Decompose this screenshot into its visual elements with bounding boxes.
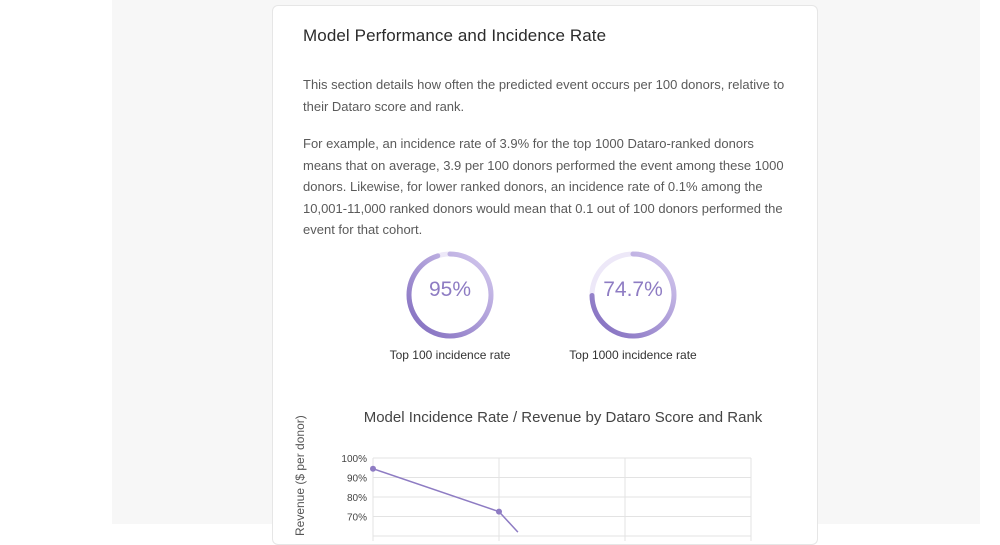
top-100-gauge-value: 95% bbox=[428, 278, 472, 301]
model-performance-card: Model Performance and Incidence Rate Thi… bbox=[272, 5, 818, 545]
chart-y-tick-label: 80% bbox=[347, 493, 367, 504]
top-1000-gauge-ring bbox=[589, 251, 677, 339]
chart-title: Model Incidence Rate / Revenue by Dataro… bbox=[363, 409, 763, 426]
chart-y-axis-label: Revenue ($ per donor) bbox=[293, 415, 307, 536]
top-1000-gauge: 74.7% Top 1000 incidence rate bbox=[568, 250, 698, 362]
chart-y-tick-label: 100% bbox=[341, 454, 367, 465]
top-100-gauge-ring bbox=[406, 251, 494, 339]
chart-y-tick-label: 90% bbox=[347, 474, 367, 485]
incidence-chart: Revenue ($ per donor) 100% 90% 80% 70% bbox=[293, 415, 752, 541]
chart-data-point bbox=[370, 465, 376, 472]
chart-data-point bbox=[496, 508, 502, 515]
chart-y-tick-label: 70% bbox=[347, 513, 367, 524]
top-1000-gauge-label: Top 1000 incidence rate bbox=[569, 348, 697, 362]
section-title: Model Performance and Incidence Rate bbox=[303, 26, 607, 45]
top-100-gauge-label: Top 100 incidence rate bbox=[389, 348, 511, 362]
example-paragraph: For example, an incidence rate of 3.9% f… bbox=[303, 136, 784, 237]
right-gutter bbox=[980, 0, 1000, 524]
top-100-gauge: 95% Top 100 incidence rate bbox=[385, 250, 515, 362]
chart-series-line bbox=[372, 468, 519, 533]
left-gutter bbox=[0, 0, 112, 524]
intro-paragraph: This section details how often the predi… bbox=[303, 77, 785, 114]
top-1000-gauge-value: 74.7% bbox=[603, 278, 663, 301]
